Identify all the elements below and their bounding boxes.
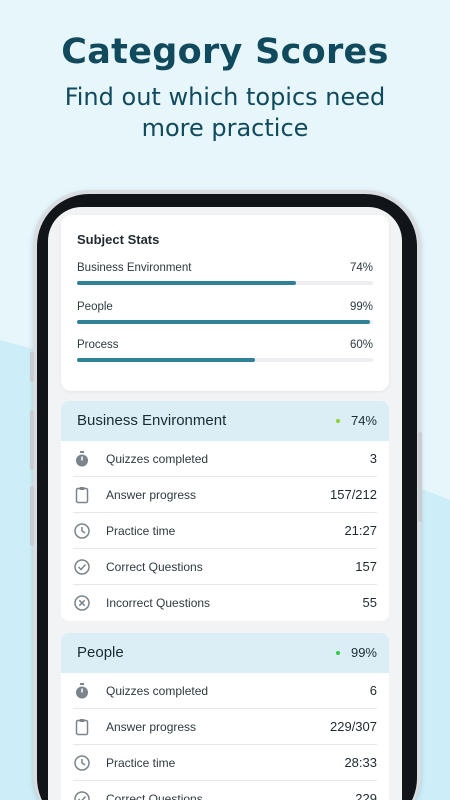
app-screen: Subject Stats Business Environment 74% P…: [48, 207, 402, 800]
metric-label: Quizzes completed: [106, 684, 209, 698]
hero-subtitle-line-2: more practice: [141, 114, 309, 142]
hero-subtitle: Find out which topics need more practice: [0, 82, 450, 144]
subject-stat-row: People 99%: [77, 301, 373, 324]
score-dot-icon: [336, 651, 340, 655]
subject-stats-card: Subject Stats Business Environment 74% P…: [61, 215, 389, 391]
phone-button-left-1: [30, 352, 34, 382]
phone-button-left-2: [30, 410, 34, 470]
clipboard-icon: [75, 487, 89, 504]
metric-row: Incorrect Questions 55: [73, 585, 377, 621]
stopwatch-icon: [76, 683, 88, 699]
category-header[interactable]: Business Environment 74%: [61, 401, 389, 441]
check-circle-icon: [74, 791, 90, 800]
stopwatch-icon: [76, 451, 88, 467]
category-section-business-environment[interactable]: Business Environment 74% Quizzes complet…: [61, 401, 389, 621]
metric-value: 229: [355, 791, 377, 800]
metric-value: 21:27: [344, 523, 377, 538]
subject-stat-label: People: [77, 301, 113, 313]
phone-button-right: [418, 432, 422, 522]
metric-label: Incorrect Questions: [106, 596, 211, 610]
progress-bar-track: [77, 358, 373, 362]
metric-label: Correct Questions: [106, 792, 203, 800]
progress-bar-fill: [77, 320, 371, 324]
metric-value: 28:33: [344, 755, 377, 770]
category-section-people[interactable]: People 99% Quizzes completed 6 Answer pr…: [61, 633, 389, 800]
metric-row: Practice time 28:33: [73, 745, 377, 781]
metric-row: Answer progress 157/212: [73, 477, 377, 513]
metric-row: Practice time 21:27: [73, 513, 377, 549]
metric-value: 3: [369, 451, 377, 466]
metric-label: Correct Questions: [106, 560, 203, 574]
metric-label: Answer progress: [106, 720, 197, 734]
check-circle-icon: [74, 559, 90, 575]
metric-row: Correct Questions 229: [73, 781, 377, 800]
progress-bar-track: [77, 281, 373, 285]
metric-label: Practice time: [106, 756, 176, 770]
category-name: People: [77, 644, 124, 661]
progress-bar-track: [77, 320, 373, 324]
progress-bar-fill: [77, 281, 297, 285]
metric-row: Quizzes completed 6: [73, 673, 377, 709]
metric-label: Practice time: [106, 524, 176, 538]
subject-stat-percent: 99%: [349, 301, 373, 313]
progress-bar-fill: [77, 358, 255, 362]
metric-row: Correct Questions 157: [73, 549, 377, 585]
subject-stat-percent: 60%: [349, 339, 373, 351]
subject-stat-label: Business Environment: [77, 262, 192, 274]
clock-icon: [74, 523, 90, 539]
category-score: 99%: [350, 645, 377, 660]
subject-stats-title: Subject Stats: [77, 232, 160, 247]
hero-subtitle-line-1: Find out which topics need: [64, 83, 386, 111]
clipboard-icon: [75, 719, 89, 736]
metric-value: 157: [355, 559, 377, 574]
score-dot-icon: [336, 419, 340, 423]
metric-row: Answer progress 229/307: [73, 709, 377, 745]
hero-title: Category Scores: [61, 32, 389, 72]
metric-label: Quizzes completed: [106, 452, 209, 466]
metric-label: Answer progress: [106, 488, 197, 502]
hero-header: Category Scores Find out which topics ne…: [0, 32, 450, 144]
category-header[interactable]: People 99%: [61, 633, 389, 673]
metric-value: 157/212: [330, 487, 377, 502]
category-name: Business Environment: [77, 412, 227, 429]
x-circle-icon: [74, 595, 90, 611]
category-score: 74%: [350, 413, 377, 428]
metric-value: 6: [369, 683, 377, 698]
metric-value: 55: [362, 595, 377, 610]
subject-stat-label: Process: [77, 339, 119, 351]
metric-value: 229/307: [330, 719, 377, 734]
subject-stat-percent: 74%: [349, 262, 373, 274]
clock-icon: [74, 755, 90, 771]
metric-row: Quizzes completed 3: [73, 441, 377, 477]
subject-stat-row: Business Environment 74%: [77, 262, 373, 285]
phone-button-left-3: [30, 486, 34, 546]
subject-stat-row: Process 60%: [77, 339, 373, 362]
